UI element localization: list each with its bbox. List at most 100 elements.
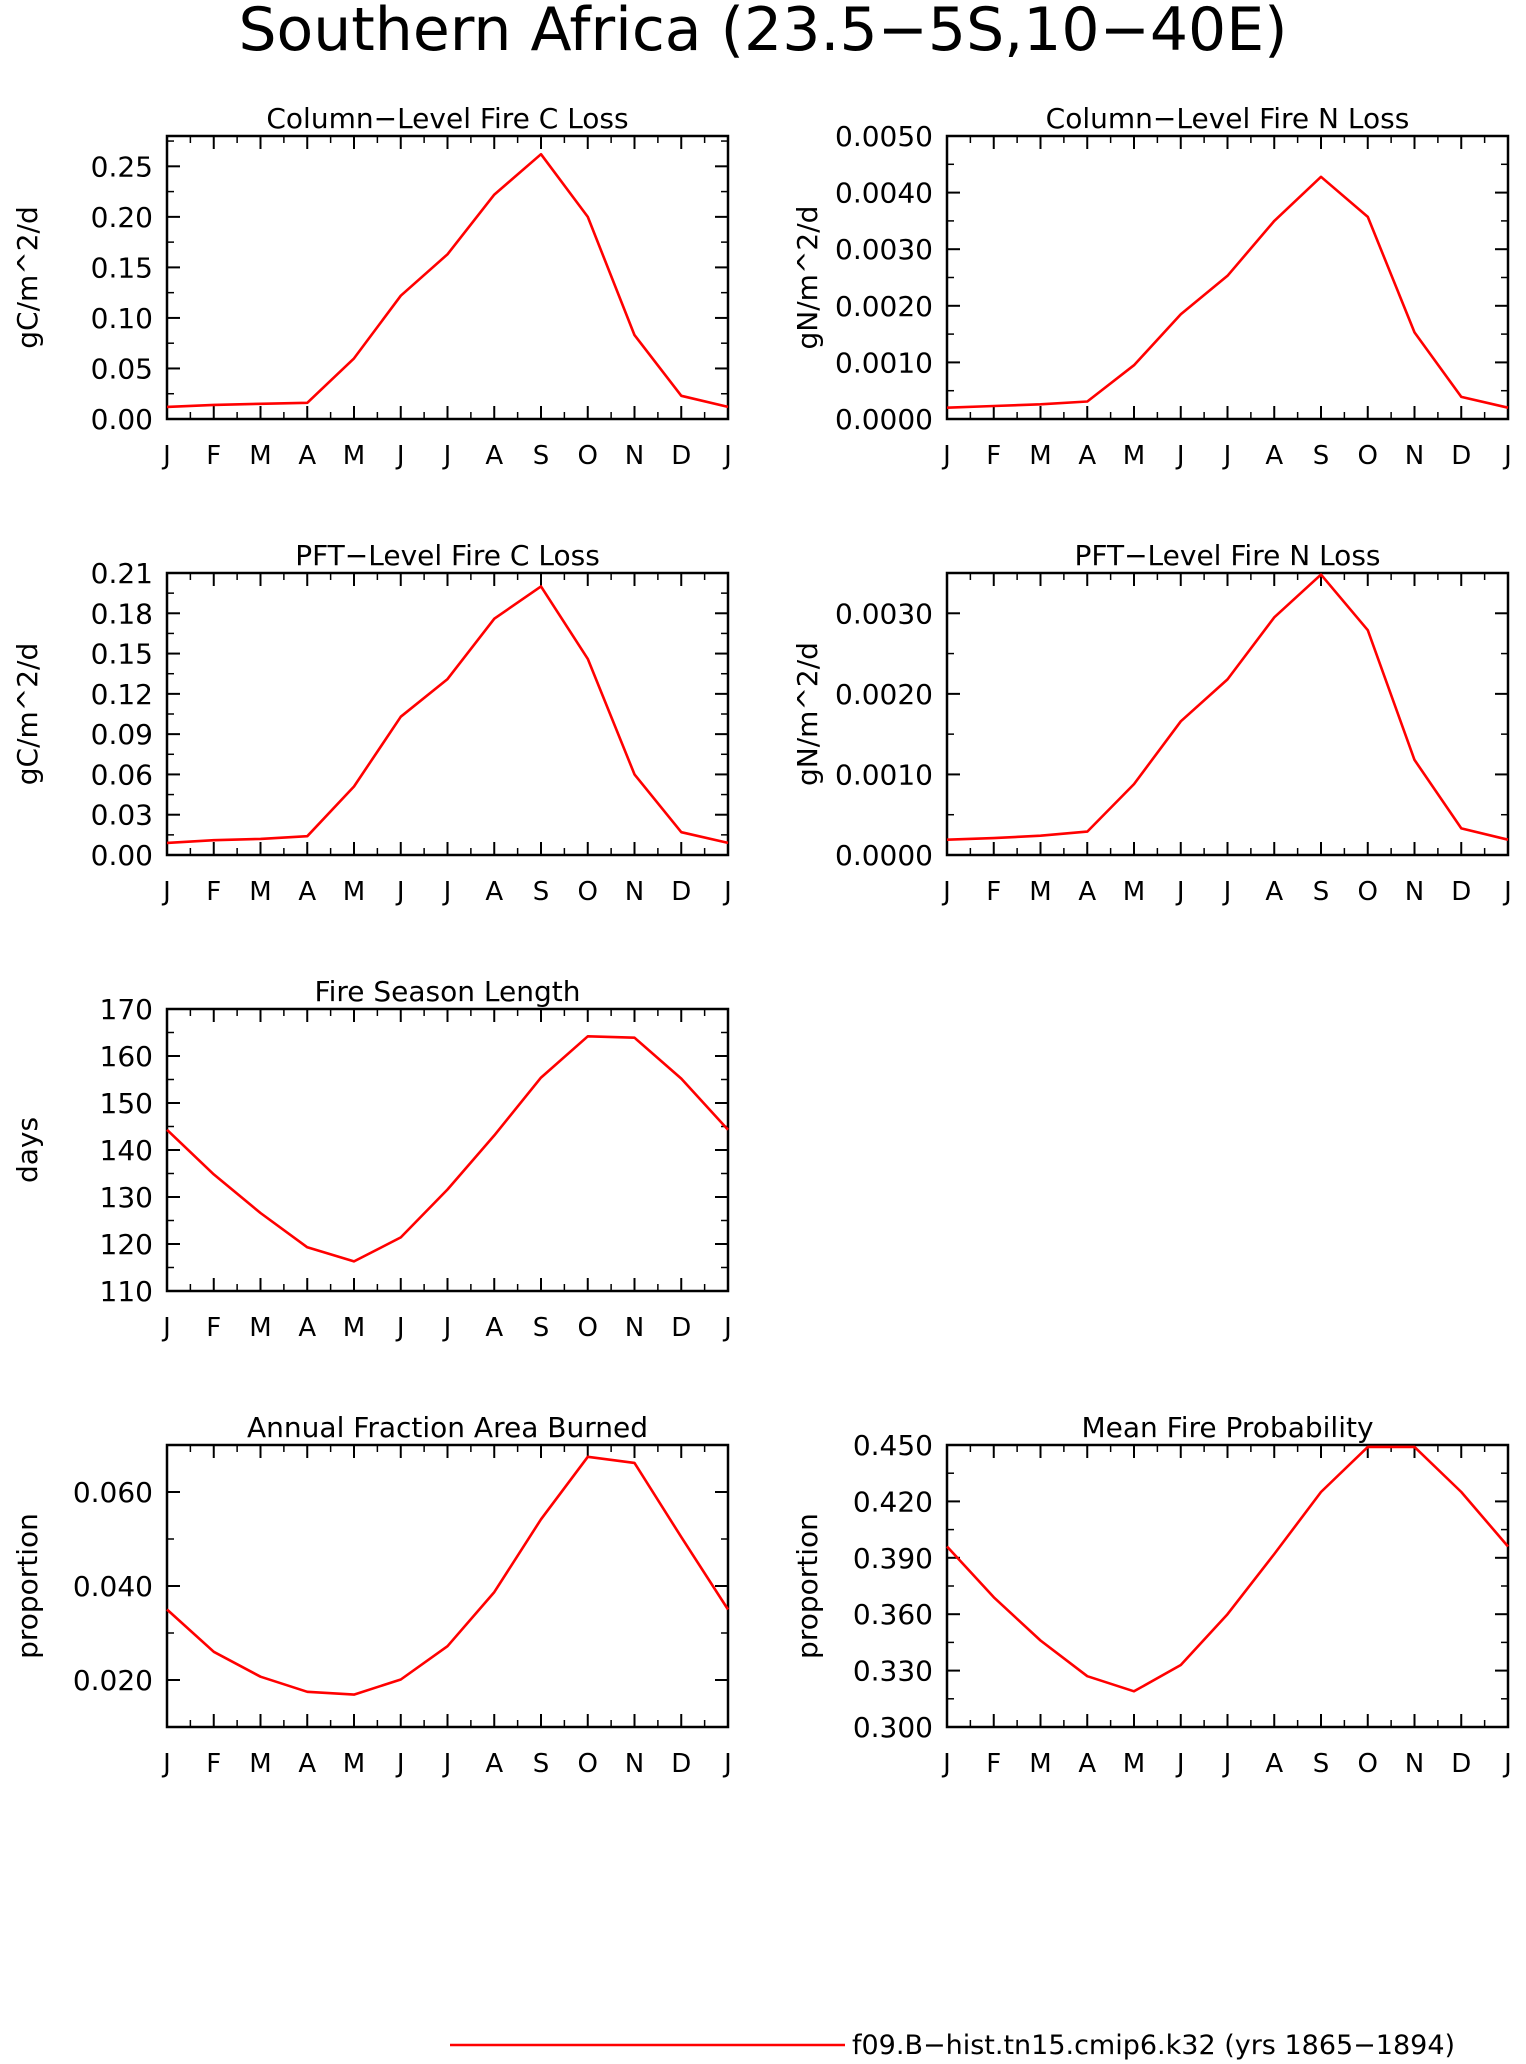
x-tick-label: D: [671, 877, 691, 907]
legend-label: f09.B−hist.tn15.cmip6.k32 (yrs 1865−1894…: [852, 2030, 1455, 2061]
y-tick-label: 0.020: [73, 1664, 153, 1697]
y-tick-label: 0.420: [853, 1485, 933, 1518]
x-tick-label: J: [161, 1749, 171, 1779]
y-tick-label: 0.0000: [835, 839, 933, 872]
y-tick-label: 0.09: [91, 718, 153, 751]
x-tick-label: J: [1222, 877, 1232, 907]
x-tick-label: J: [395, 441, 405, 471]
x-tick-label: J: [161, 1313, 171, 1343]
x-tick-label: A: [1265, 441, 1283, 471]
x-tick-label: M: [1123, 877, 1145, 907]
figure-title: Southern Africa (23.5−5S,10−40E): [238, 0, 1287, 65]
series-line: [166, 1455, 730, 1696]
x-tick-label: A: [485, 1313, 503, 1343]
x-tick-label: N: [1405, 877, 1424, 907]
x-tick-label: M: [1123, 441, 1145, 471]
x-tick-label: A: [1078, 877, 1096, 907]
y-tick-label: 0.0030: [835, 233, 933, 266]
x-tick-label: M: [249, 1749, 271, 1779]
x-tick-label: A: [298, 1313, 316, 1343]
x-tick-label: J: [722, 1313, 732, 1343]
plot-frame: [945, 571, 1510, 857]
x-tick-label: N: [625, 441, 644, 471]
x-tick-label: N: [1405, 441, 1424, 471]
plot-frame: [165, 1443, 730, 1729]
y-axis-label: gN/m^2/d: [791, 206, 824, 350]
y-tick-label: 0.0000: [835, 403, 933, 436]
x-tick-label: A: [1265, 1749, 1283, 1779]
x-tick-label: O: [578, 877, 598, 907]
x-tick-label: M: [343, 1749, 365, 1779]
panel-title: Mean Fire Probability: [1081, 1411, 1373, 1444]
y-tick-label: 0.25: [91, 150, 153, 183]
x-tick-label: J: [161, 441, 171, 471]
x-tick-label: O: [1358, 1749, 1378, 1779]
series-line: [166, 1035, 729, 1263]
y-tick-label: 0.330: [853, 1655, 933, 1688]
series-line: [166, 585, 729, 845]
y-tick-label: 0.15: [91, 251, 153, 284]
x-tick-label: S: [1313, 1749, 1330, 1779]
x-tick-label: O: [1358, 877, 1378, 907]
y-tick-label: 0.12: [91, 678, 153, 711]
y-tick-label: 160: [100, 1040, 153, 1073]
y-axis-label: proportion: [791, 1513, 824, 1659]
plot-frame: [165, 571, 730, 857]
x-tick-label: J: [941, 441, 951, 471]
x-tick-label: D: [1451, 441, 1471, 471]
x-tick-label: N: [625, 877, 644, 907]
x-tick-label: M: [343, 1313, 365, 1343]
panel-title: Annual Fraction Area Burned: [247, 1411, 648, 1444]
x-tick-label: O: [578, 441, 598, 471]
x-tick-label: O: [578, 1313, 598, 1343]
x-tick-label: J: [941, 1749, 951, 1779]
y-tick-label: 0.060: [73, 1476, 153, 1509]
y-tick-label: 0.03: [91, 799, 153, 832]
y-axis-label: gC/m^2/d: [11, 206, 44, 349]
y-tick-label: 0.20: [91, 201, 153, 234]
chart-panel-pft-c: J F M A M J J A S O N D J0.000.030.060.090.120.150.1…: [11, 539, 732, 907]
x-tick-label: J: [161, 877, 171, 907]
panel-title: Fire Season Length: [315, 975, 581, 1008]
x-tick-label: A: [485, 877, 503, 907]
x-tick-label: J: [442, 1749, 452, 1779]
panel-title: Column−Level Fire C Loss: [266, 102, 628, 135]
y-axis-label: gC/m^2/d: [11, 643, 44, 786]
y-tick-label: 140: [100, 1134, 153, 1167]
x-tick-label: M: [343, 877, 365, 907]
chart-panels: J F M A M J J A S O N D J0.000.050.100.150.200.25Col…: [11, 102, 1512, 1779]
chart-panel-col-n: J F M A M J J A S O N D J0.00000.00100.00200.00300.0…: [791, 102, 1512, 471]
x-tick-label: J: [1175, 441, 1185, 471]
plot-frame: [165, 1007, 730, 1293]
x-tick-label: A: [485, 441, 503, 471]
x-tick-label: A: [298, 1749, 316, 1779]
x-tick-label: F: [986, 877, 1001, 907]
x-tick-label: J: [442, 441, 452, 471]
y-axis-label: days: [11, 1117, 44, 1183]
y-tick-label: 0.360: [853, 1598, 933, 1631]
series-line: [946, 175, 1509, 409]
x-tick-label: J: [1222, 441, 1232, 471]
x-tick-label: D: [1451, 1749, 1471, 1779]
plot-frame: [945, 1443, 1510, 1729]
plot-frame: [945, 134, 1510, 421]
x-tick-label: N: [625, 1313, 644, 1343]
x-tick-label: F: [206, 1749, 221, 1779]
x-tick-label: S: [533, 1749, 550, 1779]
x-tick-label: D: [671, 1749, 691, 1779]
y-tick-label: 0.00: [91, 403, 153, 436]
x-tick-label: M: [249, 441, 271, 471]
x-tick-label: A: [1078, 1749, 1096, 1779]
x-tick-label: J: [1175, 877, 1185, 907]
series-line: [166, 152, 729, 409]
y-tick-label: 0.21: [91, 557, 153, 590]
series-line: [946, 1445, 1509, 1693]
y-tick-label: 110: [100, 1275, 153, 1308]
x-tick-label: M: [343, 441, 365, 471]
x-tick-label: S: [533, 1313, 550, 1343]
x-tick-label: A: [485, 1749, 503, 1779]
x-tick-label: S: [1313, 877, 1330, 907]
x-tick-label: F: [206, 877, 221, 907]
